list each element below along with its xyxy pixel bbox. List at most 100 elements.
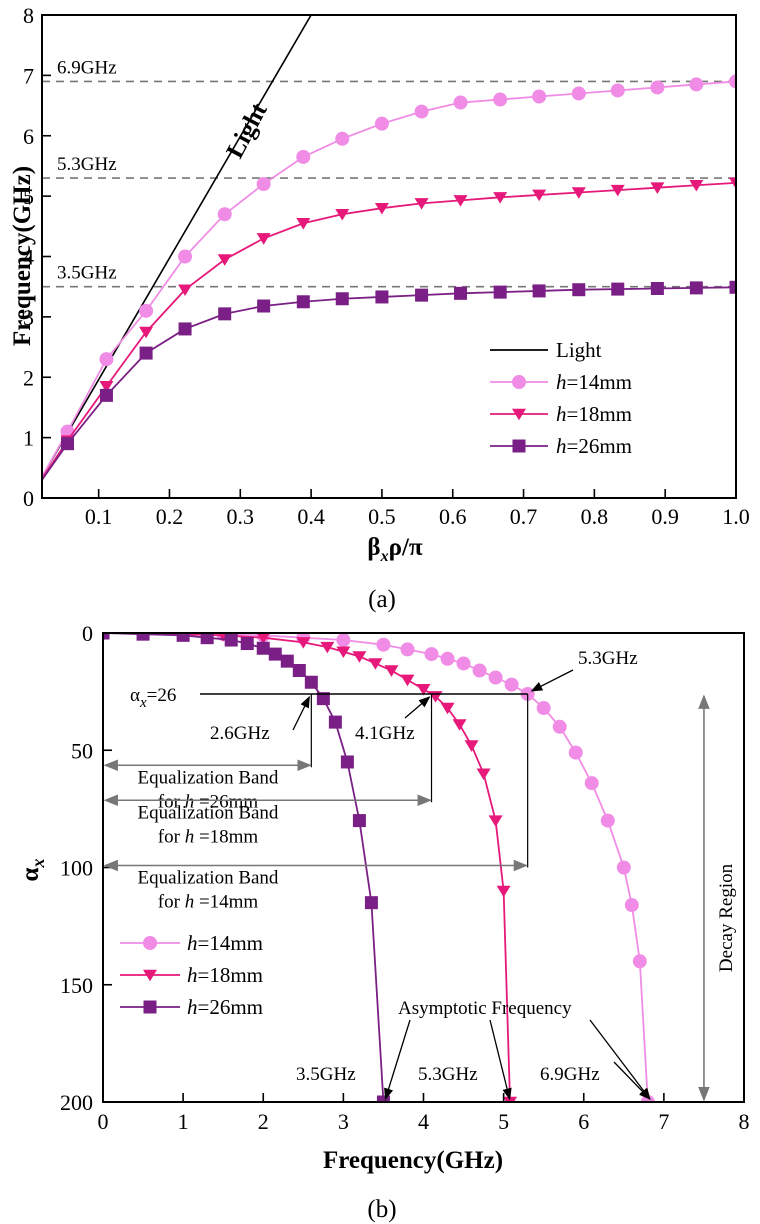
reference-label-2: 3.5GHz: [57, 263, 117, 284]
reference-label-1: 5.3GHz: [57, 154, 117, 175]
chart-b-legend: h=14mm h=18mm h=26mm: [120, 931, 263, 1019]
series-1-point-1: [99, 381, 114, 393]
series-2-point-9: [415, 288, 429, 302]
series-1-point-11: [493, 192, 508, 204]
b-x-tick-label-0: 0: [98, 1109, 109, 1134]
chart-a-series: [42, 74, 736, 481]
series-1-point-2: [139, 326, 154, 339]
b-series-1-point-18: [488, 815, 503, 827]
series-2-point-5: [257, 299, 271, 313]
series-1-point-10: [453, 195, 468, 207]
b-series-2-point-16: [376, 1095, 390, 1102]
y-tick-label-1: 1: [23, 426, 34, 451]
asymptotic-arrow-2b: [613, 1061, 651, 1100]
b-x-tick-label-2: 2: [258, 1109, 269, 1134]
b-legend-label-2: h=26mm: [187, 995, 263, 1019]
b-series-0-point-13: [488, 670, 503, 685]
b-series-2-point-0: [103, 633, 110, 640]
series-2-point-1: [99, 388, 113, 402]
b-y-tick-label-0: 0: [82, 621, 93, 646]
b-series-0-point-16: [536, 701, 551, 716]
series-2-point-8: [375, 290, 389, 304]
x-tick-label-4: 0.5: [368, 504, 396, 529]
b-x-tick-label-5: 5: [498, 1109, 509, 1134]
b-series-0-point-18: [568, 745, 583, 760]
b-series-0-point-21: [616, 860, 631, 875]
chart-a-y-axis-label: Frequency(GHz): [9, 166, 36, 346]
series-2-point-3: [178, 322, 192, 336]
chart-a-reference-lines: 6.9GHz 5.3GHz 3.5GHz: [42, 57, 736, 288]
series-1-point-6: [296, 218, 311, 230]
b-series-2-point-1: [136, 633, 150, 641]
series-0-point-9: [414, 104, 429, 119]
b-series-2-point-11: [316, 692, 330, 706]
b-series-0-point-20: [600, 813, 615, 828]
b-series-1-point-9: [368, 658, 383, 670]
series-1-point-15: [650, 182, 665, 194]
x-tick-label-9: 1.0: [722, 504, 750, 529]
b-x-tick-label-1: 1: [178, 1109, 189, 1134]
b-series-2-point-9: [292, 664, 306, 678]
y-tick-label-6: 6: [23, 124, 34, 149]
series-0-point-3: [178, 249, 193, 264]
chart-a-light-line: [42, 15, 312, 478]
b-y-tick-label-2: 100: [60, 856, 93, 881]
b-legend-marker-0: [143, 936, 157, 950]
series-1-point-5: [256, 233, 271, 245]
series-2-point-12: [532, 284, 546, 298]
b-series-2-point-4: [224, 633, 238, 647]
chart-b-y-axis-label: αx: [17, 859, 48, 882]
series-2-point-0: [60, 437, 74, 451]
x-tick-label-8: 0.9: [651, 504, 679, 529]
b-series-0-point-11: [456, 656, 471, 671]
series-0-point-11: [493, 92, 508, 107]
legend-label-0: Light: [556, 338, 602, 362]
b-series-1-point-12: [416, 684, 431, 696]
b-y-tick-label-3: 150: [60, 973, 93, 998]
b-series-1-point-16: [464, 740, 479, 752]
series-1-point-9: [414, 198, 429, 210]
x-tick-label-1: 0.2: [156, 504, 184, 529]
series-1-point-17: [729, 177, 736, 190]
b-series-2-point-6: [256, 641, 270, 655]
series-0-point-2: [139, 303, 154, 318]
asymptotic-arrow-2: [589, 1019, 651, 1100]
series-2-point-6: [296, 295, 310, 309]
b-x-tick-label-6: 6: [578, 1109, 589, 1134]
x-tick-label-5: 0.6: [439, 504, 467, 529]
series-2-point-11: [493, 285, 507, 299]
series-1-point-14: [610, 184, 625, 197]
series-2-point-7: [335, 292, 349, 306]
point-label-2: 5.3GHz: [578, 648, 638, 669]
b-x-tick-label-3: 3: [338, 1109, 349, 1134]
asymptotic-point-label-0: 3.5GHz: [296, 1064, 356, 1085]
b-series-2-point-2: [176, 633, 190, 642]
point-label-1: 4.1GHz: [355, 723, 415, 744]
chart-a-x-axis-label: βxρ/π: [367, 534, 422, 565]
series-1-point-7: [335, 208, 350, 221]
chart-b-panel-label: (b): [367, 1196, 396, 1223]
b-legend-marker-1: [143, 969, 157, 982]
series-1-point-12: [532, 189, 547, 202]
band-label-line1-0: Equalization Band: [138, 767, 279, 788]
b-series-1-point-19: [496, 885, 511, 898]
x-tick-label-3: 0.4: [297, 504, 325, 529]
chart-b: 0 1 2 3 4 5 6 7 8 0 50 100 150 200 αx=26 Equalization …: [17, 621, 750, 1223]
y-tick-label-4: 4: [23, 245, 34, 270]
b-series-1-point-8: [352, 651, 367, 663]
point-arrow-0: [292, 695, 310, 731]
light-line: [42, 15, 312, 478]
b-series-1-point-7: [336, 646, 351, 659]
b-series-1-point-10: [384, 665, 399, 677]
b-series-2-point-12: [328, 715, 342, 729]
decay-region-label: Decay Region: [716, 863, 737, 972]
y-tick-label-7: 7: [23, 63, 34, 88]
b-series-0-point-8: [400, 642, 415, 657]
legend-label-1: h=14mm: [556, 370, 632, 394]
series-2-point-2: [139, 346, 153, 360]
series-0-point-14: [610, 83, 625, 98]
band-label-line2-1: for h =18mm: [158, 826, 259, 847]
band-label-line1-2: Equalization Band: [138, 868, 279, 889]
x-tick-label-6: 0.7: [510, 504, 538, 529]
b-series-0-point-17: [552, 719, 567, 734]
